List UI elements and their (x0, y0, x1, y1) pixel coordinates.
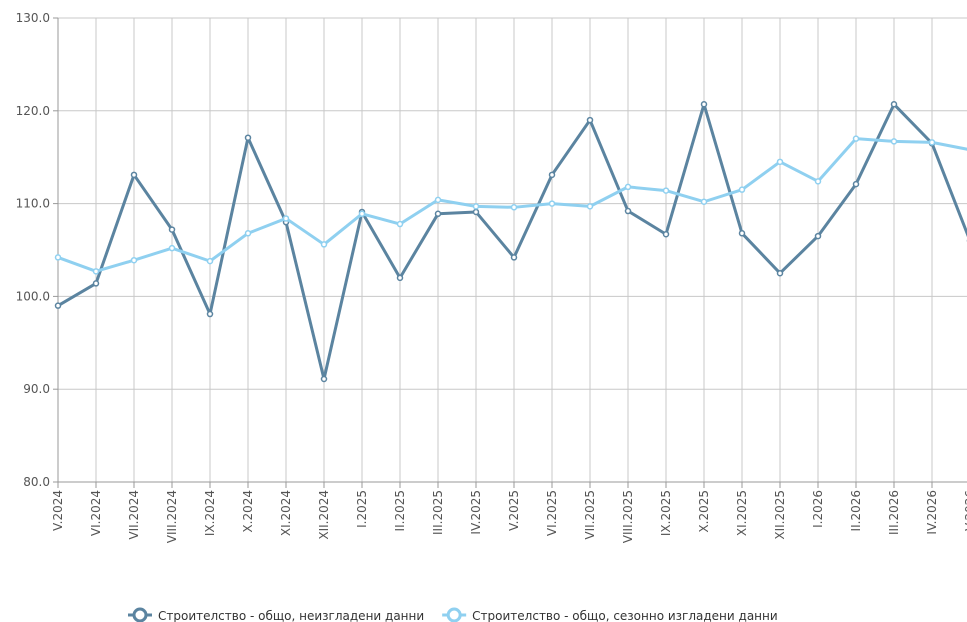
x-tick-label: I.2025 (355, 490, 369, 528)
legend-label: Строителство - общо, сезонно изгладени д… (472, 609, 777, 622)
data-point (92, 280, 100, 287)
x-tick-label: IV.2025 (469, 490, 483, 535)
y-tick-label: 110.0 (16, 197, 50, 211)
data-point (396, 220, 404, 228)
data-point (852, 180, 860, 188)
data-point (472, 203, 480, 210)
x-tick-label: VIII.2025 (621, 490, 635, 543)
x-tick-label: I.2026 (811, 490, 825, 528)
y-tick-label: 90.0 (23, 382, 50, 396)
series-line (57, 102, 967, 381)
x-tick-label: VII.2024 (127, 490, 141, 540)
x-tick-label: III.2025 (431, 490, 445, 535)
data-point (890, 138, 898, 145)
data-point (320, 375, 328, 383)
legend-item[interactable]: Строителство - общо, неизгладени данни (128, 607, 424, 622)
data-point (130, 256, 138, 264)
x-tick-label: XI.2025 (735, 490, 749, 536)
data-point (358, 210, 366, 218)
data-point (776, 158, 784, 166)
data-point (738, 230, 746, 237)
data-point (624, 207, 632, 215)
data-point (396, 274, 404, 282)
legend-marker (446, 607, 462, 622)
data-point (510, 204, 518, 211)
data-point (548, 171, 556, 179)
x-tick-label: XI.2024 (279, 490, 293, 536)
x-tick-label: X.2025 (697, 490, 711, 533)
x-tick-label: II.2025 (393, 490, 407, 531)
data-point (168, 244, 176, 252)
data-point (320, 241, 328, 248)
x-tick-label: VI.2024 (89, 490, 103, 536)
data-point (624, 183, 632, 191)
legend-label: Строителство - общо, неизгладени данни (158, 609, 424, 622)
x-tick-label: VIII.2024 (165, 490, 179, 543)
x-tick-label: VII.2025 (583, 490, 597, 540)
data-point (814, 178, 822, 185)
data-point (928, 139, 936, 146)
data-point (700, 198, 708, 205)
x-tick-label: IX.2025 (659, 490, 673, 536)
data-point (548, 200, 556, 207)
data-point (54, 302, 62, 309)
data-point (92, 268, 100, 275)
legend-marker (132, 607, 148, 622)
data-point (586, 203, 594, 210)
y-tick-label: 130.0 (16, 11, 50, 25)
data-point (130, 171, 138, 179)
data-point (852, 135, 860, 142)
data-point (168, 226, 176, 233)
data-point (700, 101, 708, 108)
data-point (738, 186, 746, 193)
y-tick-label: 100.0 (16, 289, 50, 303)
x-tick-label: XII.2025 (773, 490, 787, 540)
data-point (282, 215, 290, 222)
y-tick-label: 80.0 (23, 475, 50, 489)
y-tick-label: 120.0 (16, 104, 50, 118)
data-point (814, 232, 822, 240)
data-point (472, 208, 480, 216)
x-tick-label: III.2026 (887, 490, 901, 535)
data-point (206, 310, 214, 318)
data-point (662, 230, 670, 238)
x-tick-label: IV.2026 (925, 490, 939, 535)
data-point (434, 210, 442, 218)
x-tick-label: XII.2024 (317, 490, 331, 540)
data-point (662, 187, 670, 194)
x-tick-label: VI.2025 (545, 490, 559, 536)
data-point (776, 269, 784, 277)
x-tick-label: V.2024 (51, 490, 65, 531)
data-point (244, 230, 252, 237)
data-point (206, 257, 214, 265)
data-point (54, 254, 62, 261)
legend: Строителство - общо, неизгладени данни Ст… (128, 607, 778, 622)
x-tick-label: IX.2024 (203, 490, 217, 536)
x-tick-label: X.2024 (241, 490, 255, 533)
data-point (586, 116, 594, 124)
data-point (244, 134, 252, 141)
data-point (510, 254, 518, 261)
data-point (890, 101, 898, 108)
data-point (434, 196, 442, 204)
x-tick-label: V.2025 (507, 490, 521, 531)
legend-item[interactable]: Строителство - общо, сезонно изгладени д… (442, 607, 778, 622)
x-tick-label: II.2026 (849, 490, 863, 531)
x-tick-label: V.2026 (963, 490, 967, 531)
